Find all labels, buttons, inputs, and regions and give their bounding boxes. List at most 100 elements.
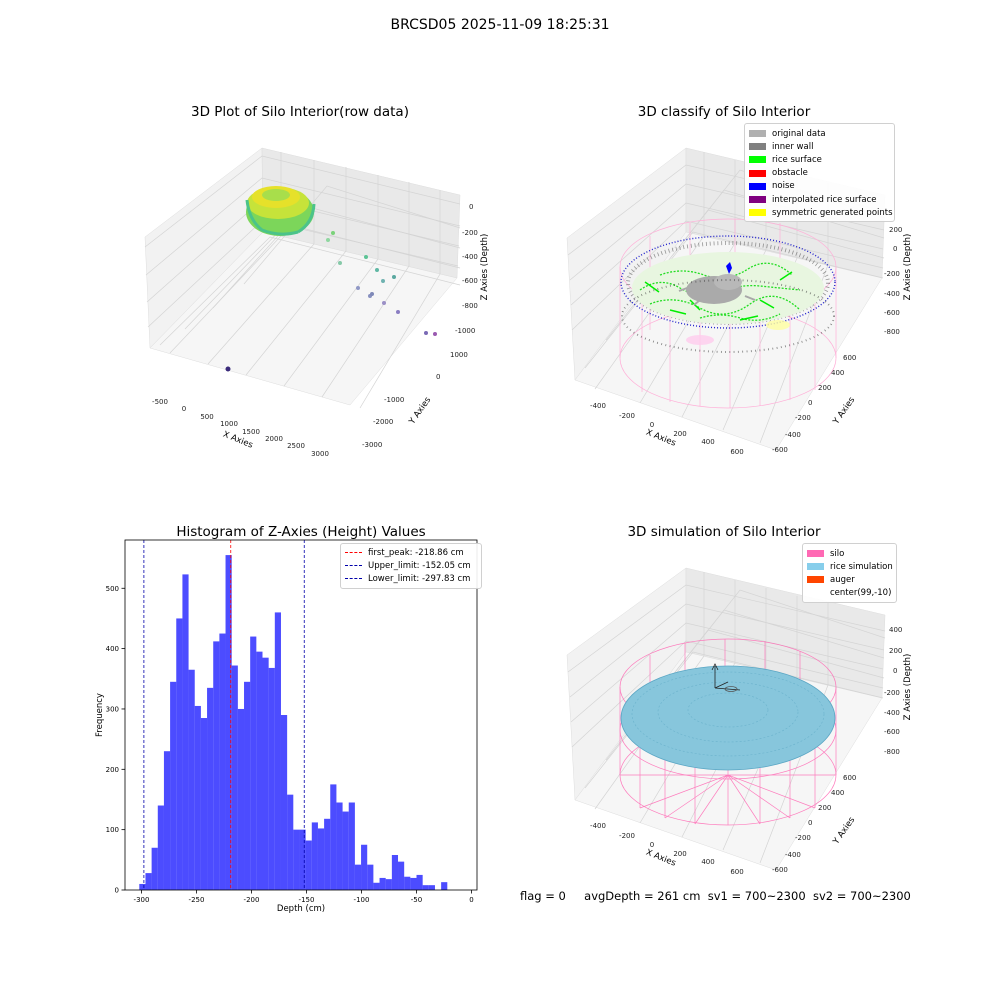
legend-label: noise — [772, 181, 795, 192]
classify-ztick: 0 — [893, 245, 897, 253]
legend-label: auger — [830, 574, 855, 585]
classify-xtick: -400 — [590, 402, 606, 410]
legend-label: center(99,-10) — [830, 588, 892, 599]
histogram-bar — [348, 802, 355, 890]
histogram-bar — [170, 681, 177, 890]
legend-swatch — [749, 169, 766, 177]
histogram-bar — [231, 665, 238, 890]
legend-line — [345, 552, 362, 554]
simulation-ztick: 200 — [889, 647, 902, 655]
histogram-bar — [188, 669, 195, 890]
classify-ytick: 200 — [818, 384, 831, 392]
legend-label: rice surface — [772, 154, 822, 165]
histogram-bar — [422, 885, 429, 890]
simulation-ztick: 0 — [893, 667, 897, 675]
histogram-bar — [441, 882, 448, 890]
histogram-bar — [157, 805, 164, 890]
simulation-legend: silo rice simulation auger center(99,-10… — [802, 543, 897, 603]
histogram-bar — [163, 751, 171, 890]
simulation-panel-title: 3D simulation of Silo Interior — [627, 524, 821, 540]
histogram-xtick-label: -100 — [354, 896, 370, 904]
histogram-ytick-label: 200 — [106, 766, 119, 774]
histogram-bar — [416, 874, 423, 890]
histogram-bar — [237, 708, 245, 890]
raw-ytick: -2000 — [373, 418, 393, 426]
raw-ytick: 1000 — [450, 351, 468, 359]
classify-ytick: -400 — [785, 431, 801, 439]
simulation-ytick: 200 — [818, 804, 831, 812]
simulation-ylabel: Y Axies — [831, 815, 858, 847]
histogram-bar — [305, 840, 312, 890]
histogram-ylabel: Frequency — [95, 693, 105, 737]
histogram-bar — [280, 715, 288, 890]
legend-swatch — [807, 563, 824, 571]
histogram-bar — [336, 802, 343, 890]
simulation-auger — [711, 663, 741, 692]
simulation-ztick: -200 — [884, 689, 900, 697]
raw-surface-cloud — [245, 186, 316, 236]
histogram-bar — [293, 829, 300, 890]
histogram-bar — [398, 861, 405, 890]
simulation-ztick: 400 — [889, 626, 902, 634]
simulation-ytick: 600 — [843, 774, 856, 782]
simulation-xtick: 400 — [701, 858, 714, 866]
histogram-bar — [274, 612, 281, 890]
histogram-bar — [354, 864, 362, 890]
raw-xtick: 1000 — [220, 420, 238, 428]
classify-ztick: -200 — [884, 270, 900, 278]
raw-xtick: -500 — [152, 398, 168, 406]
raw-ztick: 0 — [469, 203, 473, 211]
simulation-xtick: -400 — [590, 822, 606, 830]
histogram-bar — [367, 864, 374, 890]
histogram-xtick-label: 0 — [469, 896, 473, 904]
simulation-xtick: 0 — [650, 841, 654, 849]
raw-ytick: -1000 — [384, 396, 404, 404]
classify-ytick: 600 — [843, 354, 856, 362]
legend-swatch — [749, 143, 766, 151]
histogram-bar — [151, 847, 158, 890]
raw-panel-title: 3D Plot of Silo Interior(row data) — [191, 104, 409, 120]
histogram-title: Histogram of Z-Axies (Height) Values — [176, 524, 426, 540]
legend-label: obstacle — [772, 168, 808, 179]
legend-line — [345, 578, 362, 580]
legend-label: symmetric generated points — [772, 207, 893, 218]
histogram-bar — [182, 574, 189, 890]
legend-swatch — [749, 209, 766, 217]
legend-swatch — [807, 550, 824, 558]
raw-xtick: 3000 — [311, 450, 329, 458]
raw-outlier-points — [225, 231, 437, 372]
raw-ztick: -400 — [462, 253, 478, 261]
raw-ztick: -600 — [462, 277, 478, 285]
histogram-bar — [385, 879, 392, 890]
classify-xtick: -200 — [619, 412, 635, 420]
histogram-bar — [194, 705, 201, 890]
classify-legend: original data inner wall rice surface ob… — [744, 123, 895, 223]
raw-xtick: 1500 — [242, 428, 260, 436]
histogram-bar — [268, 667, 275, 890]
classify-noise-ring — [620, 235, 836, 329]
histogram-bar — [391, 855, 399, 890]
histogram-bar — [176, 618, 183, 890]
simulation-ytick: -400 — [785, 851, 801, 859]
classify-ztick: 200 — [889, 226, 902, 234]
histogram-bar — [200, 718, 208, 890]
legend-label: inner wall — [772, 141, 814, 152]
classify-ytick: 0 — [808, 399, 812, 407]
legend-label: Lower_limit: -297.83 cm — [368, 573, 471, 584]
classify-ztick: -600 — [884, 309, 900, 317]
classify-xtick: 200 — [673, 430, 686, 438]
legend-label: first_peak: -218.86 cm — [368, 547, 464, 558]
raw-xtick: 2000 — [265, 435, 283, 443]
classify-ztick: -800 — [884, 328, 900, 336]
simulation-ztick: -800 — [884, 748, 900, 756]
histogram-xtick-label: -200 — [244, 896, 260, 904]
legend-label: silo — [830, 548, 845, 559]
legend-label: Upper_limit: -152.05 cm — [368, 560, 471, 571]
histogram-bar — [361, 844, 368, 890]
histogram-xlabel: Depth (cm) — [277, 904, 325, 914]
legend-swatch — [749, 156, 766, 164]
status-sv1: sv1 = 700~2300 — [707, 889, 806, 903]
histogram-ytick-label: 300 — [106, 705, 119, 713]
